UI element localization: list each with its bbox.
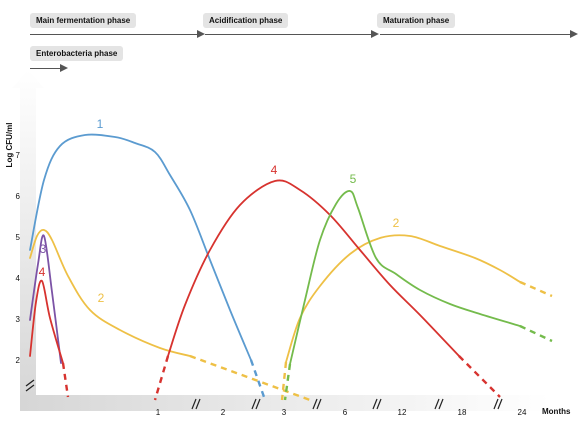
- phase-acid-label: Acidification phase: [203, 13, 289, 28]
- x-tick-label-18: 18: [458, 408, 467, 417]
- y-tick-label-6: 6: [16, 192, 21, 201]
- x-axis-break: [312, 398, 318, 410]
- phase-entero-arrow-head: [60, 64, 68, 72]
- y-axis-break: [25, 384, 35, 392]
- series-line-3-2: [29, 234, 62, 364]
- x-tick-label-24: 24: [518, 408, 527, 417]
- series-line-2-4: [285, 234, 521, 363]
- phase-acid-arrow-line: [205, 34, 371, 36]
- y-tick-label-3: 3: [16, 315, 21, 324]
- phase-acid-arrow-head: [371, 30, 379, 38]
- y-axis: [12, 70, 44, 403]
- y-axis-break: [25, 379, 35, 387]
- series-dash-4-3-0: [61, 362, 70, 398]
- x-axis-break: [497, 398, 503, 410]
- y-tick-label-4: 4: [16, 274, 21, 283]
- series-line-4-3: [29, 279, 64, 364]
- series-label-layer: 1 2 3 4 4 5 2: [39, 117, 400, 305]
- series-label-2-6: 2: [393, 216, 400, 230]
- series-line-2-1: [29, 228, 191, 357]
- series-label-4-4: 4: [271, 163, 278, 177]
- x-axis-break: [251, 398, 257, 410]
- series-dash-5-6-0: [283, 363, 292, 401]
- x-axis-break: [434, 398, 440, 410]
- series-dash-4-5-1: [458, 355, 501, 398]
- x-axis-break: [191, 398, 197, 410]
- series-label-4-3: 4: [39, 265, 46, 279]
- series-dash-2-1-0: [189, 354, 311, 402]
- phase-maturation-label: Maturation phase: [377, 13, 456, 28]
- x-axis-break: [376, 398, 382, 410]
- y-tick-label-5: 5: [16, 233, 21, 242]
- series-label-2-1: 2: [98, 291, 105, 305]
- series-line-4-5: [167, 179, 460, 357]
- series-dash-4-5-0: [153, 355, 170, 401]
- x-axis-label: Months: [542, 407, 571, 416]
- x-tick-label-1: 1: [156, 408, 161, 417]
- x-axis-break: [255, 398, 261, 410]
- x-axis-break: [438, 398, 444, 410]
- series-line-5-6: [289, 190, 521, 365]
- x-tick-label-2: 2: [221, 408, 226, 417]
- series-label-1-0: 1: [97, 117, 104, 131]
- series-dash-2-4-1: [519, 280, 553, 298]
- phase-main-arrow-line: [30, 34, 197, 36]
- series-label-3-2: 3: [40, 242, 47, 256]
- series-label-5-5: 5: [350, 172, 357, 186]
- y-tick-label-7: 7: [16, 151, 21, 160]
- x-tick-label-6: 6: [343, 408, 348, 417]
- series-line-1-0: [29, 133, 252, 361]
- y-tick-label-2: 2: [16, 356, 21, 365]
- phase-maturation-arrow-line: [380, 34, 570, 36]
- x-tick-label-12: 12: [398, 408, 407, 417]
- series-dash-2-4-0: [280, 361, 288, 401]
- phase-entero-arrow-line: [30, 68, 60, 70]
- x-axis-break: [372, 398, 378, 410]
- x-axis: [20, 395, 550, 411]
- x-axis-break: [493, 398, 499, 410]
- x-tick-label-3: 3: [282, 408, 287, 417]
- x-axis-break: [316, 398, 322, 410]
- phase-entero-label: Enterobacteria phase: [30, 46, 124, 61]
- y-axis-label: Log CFU/ml: [5, 123, 14, 168]
- phase-maturation-arrow-head: [570, 30, 578, 38]
- phase-main-label: Main fermentation phase: [30, 13, 137, 28]
- series-layer: [29, 133, 553, 402]
- series-dash-5-6-1: [519, 324, 553, 343]
- phase-main-arrow-head: [197, 30, 205, 38]
- x-axis-break: [195, 398, 201, 410]
